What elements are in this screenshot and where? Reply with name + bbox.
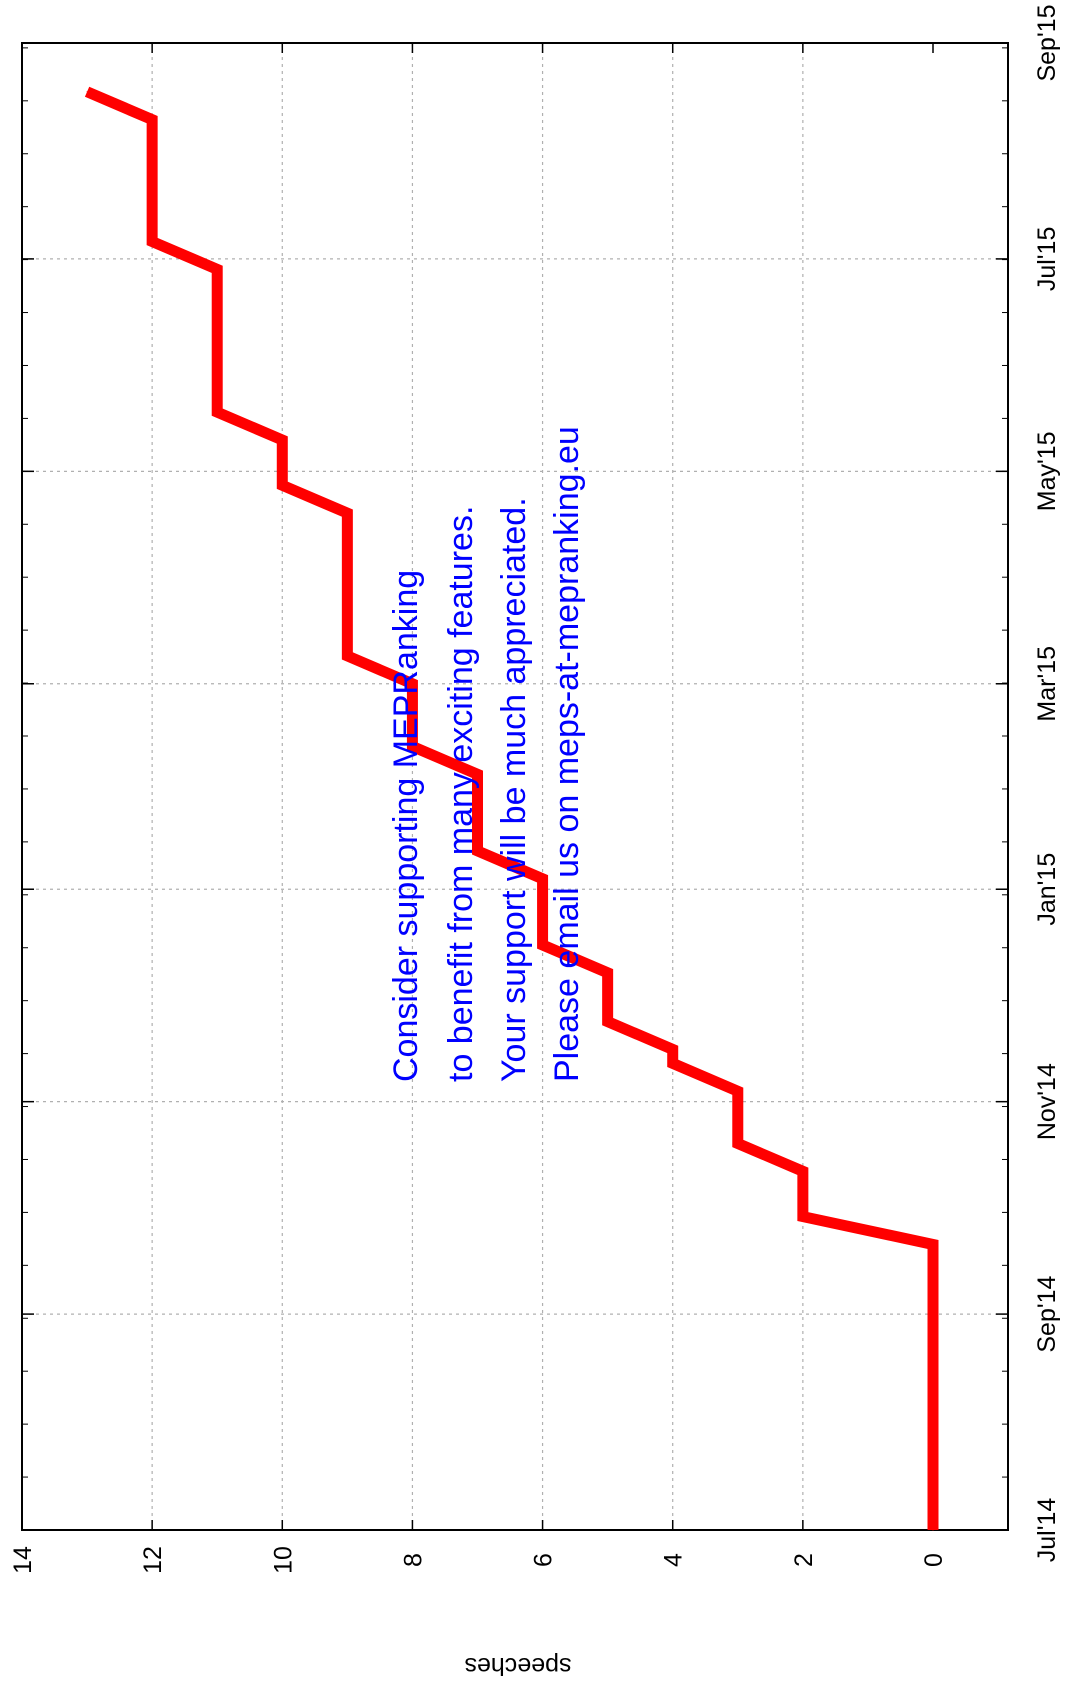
- data-point: [802, 1216, 804, 1218]
- x-tick-label: Jan'15: [1033, 853, 1061, 926]
- data-point: [281, 484, 283, 486]
- y-tick-label: 8: [399, 1553, 427, 1567]
- plot-frame: [21, 42, 1009, 1531]
- data-point: [672, 1062, 674, 1064]
- annotation-line: Please email us on meps-at-mepranking.eu: [548, 426, 586, 1082]
- data-point: [607, 1021, 609, 1023]
- data-point: [216, 411, 218, 413]
- series-line: [84, 86, 939, 1530]
- data-point: [477, 850, 478, 852]
- data-point: [411, 745, 413, 747]
- x-tick-labels: Jul'14 Sep'14 Nov'14 Jan'15 Mar'15 May'15 Jul'…: [1033, 4, 1061, 1562]
- y-tick-labels: 0 2 4 6 8 10 12 14: [9, 1546, 948, 1574]
- data-point: [346, 655, 348, 657]
- x-tick-label: Jul'15: [1033, 227, 1061, 292]
- x-tick-label: Sep'15: [1033, 4, 1061, 81]
- y-tick-label: 0: [920, 1553, 948, 1567]
- annotation-line: Consider supporting MEPRanking: [387, 570, 425, 1082]
- y-tick-label: 12: [139, 1546, 167, 1574]
- data-point: [542, 944, 544, 946]
- data-point: [86, 91, 88, 93]
- annotation-text: Consider supporting MEPRanking to benefit…: [387, 426, 586, 1082]
- x-tick-label: Nov'14: [1033, 1063, 1061, 1140]
- annotation-line: Your support will be much appreciated.: [495, 497, 533, 1082]
- x-tick-label: Jul'14: [1033, 1498, 1061, 1563]
- data-point: [932, 1289, 934, 1291]
- annotation-line: to benefit from many exciting features.: [442, 506, 480, 1082]
- y-tick-label: 14: [9, 1546, 37, 1574]
- x-tick-label: Sep'14: [1033, 1275, 1061, 1352]
- y-tick-label: 10: [269, 1546, 297, 1574]
- data-point: [151, 240, 153, 242]
- grid-lines: [22, 43, 1008, 1530]
- y-axis-label: speeches: [464, 1652, 571, 1680]
- x-tick-label: May'15: [1033, 431, 1061, 511]
- data-point: [737, 1142, 739, 1144]
- series-layer: [84, 86, 939, 1531]
- data-point: [932, 1529, 934, 1531]
- y-tick-label: 6: [530, 1553, 558, 1567]
- x-tick-label: Mar'15: [1033, 646, 1061, 722]
- y-tick-label: 2: [790, 1553, 818, 1567]
- y-tick-label: 4: [660, 1553, 688, 1567]
